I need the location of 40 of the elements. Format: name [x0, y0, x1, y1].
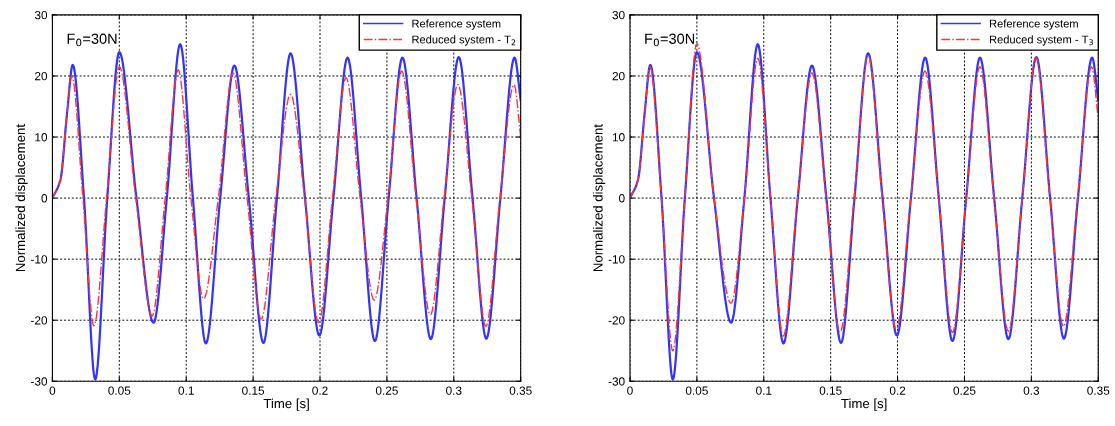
y-tick-label: -30	[31, 377, 48, 386]
y-tick-label: -10	[608, 255, 625, 264]
legend-label: Reduced system - T$_{3}$	[989, 35, 1093, 46]
y-tick-label: 0	[41, 194, 48, 203]
x-axis-title: Time [s]	[841, 398, 887, 411]
y-axis-title: Normalized displacement	[592, 124, 606, 272]
annotation: F$_{0}$=30N	[67, 33, 117, 47]
x-tick-label: 0	[49, 386, 56, 395]
x-tick-label: 0.2	[312, 386, 328, 395]
y-tick-label: -20	[608, 316, 625, 325]
legend-label: Reduced system - T$_{2}$	[412, 35, 516, 46]
y-tick-label: -10	[31, 255, 48, 264]
y-tick-label: 30	[612, 10, 625, 20]
y-tick-label: 10	[35, 133, 48, 142]
x-tick-label: 0.15	[242, 386, 265, 395]
y-axis-title: Normalized displacement	[15, 124, 28, 272]
y-tick-label: 0	[619, 194, 625, 203]
x-tick-label: 0.05	[108, 386, 131, 395]
legend-label: Reference system	[412, 19, 501, 30]
x-axis-title: Time [s]	[263, 398, 309, 411]
y-tick-label: 10	[612, 133, 625, 142]
x-tick-label: 0.2	[889, 386, 906, 395]
x-tick-label: 0.35	[509, 386, 532, 395]
y-tick-label: 20	[35, 72, 48, 81]
x-tick-label: 0.1	[756, 386, 772, 395]
x-tick-label: 0.35	[1087, 386, 1110, 395]
annotation: F$_{0}$=30N	[645, 33, 695, 47]
x-tick-label: 0.3	[446, 386, 462, 395]
legend-label: Reference system	[989, 19, 1078, 30]
x-tick-label: 0	[627, 386, 633, 395]
x-tick-label: 0.25	[375, 386, 398, 395]
y-tick-label: -30	[608, 377, 625, 386]
y-tick-label: 30	[34, 10, 48, 20]
x-tick-label: 0.1	[178, 386, 194, 395]
x-tick-label: 0.25	[953, 386, 976, 395]
y-tick-label: 20	[612, 72, 625, 81]
x-tick-label: 0.3	[1023, 386, 1040, 395]
x-tick-label: 0.05	[685, 386, 708, 395]
y-tick-label: -20	[31, 316, 48, 325]
x-tick-label: 0.15	[819, 386, 842, 395]
